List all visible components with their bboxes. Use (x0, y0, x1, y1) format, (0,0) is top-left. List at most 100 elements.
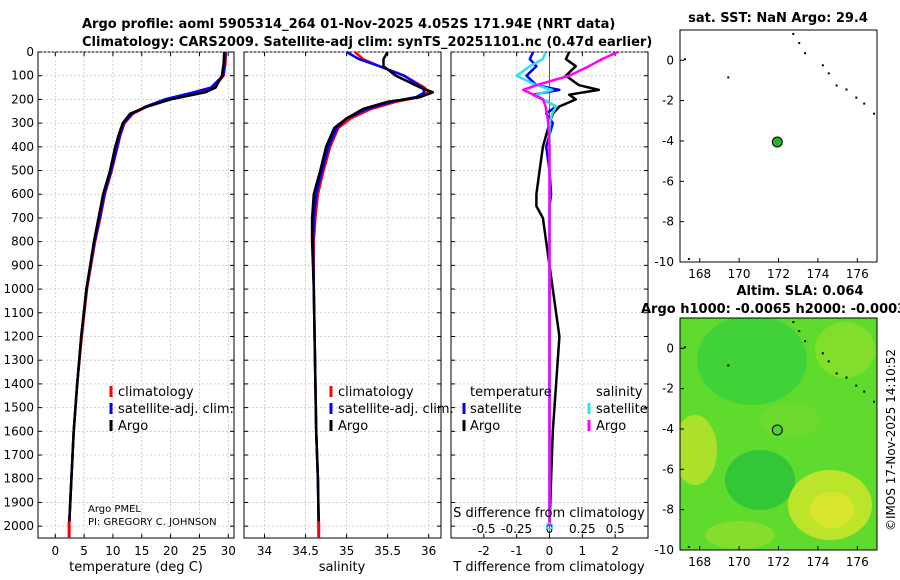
depth-tick-label: 300 (11, 116, 34, 130)
island-speck (845, 376, 848, 379)
map-x-tick-label: 172 (767, 555, 790, 569)
tick-layer: 0100200300400500600700800900100011001200… (3, 45, 648, 558)
depth-tick-label: 600 (11, 187, 34, 201)
island-speck (863, 102, 866, 105)
map-y-tick-label: -4 (662, 422, 674, 436)
temperature-xlabel: temperature (deg C) (69, 560, 203, 575)
sla-blob-mid (760, 402, 820, 438)
sla-blob-high-sw (680, 415, 717, 485)
argo-float-position-marker (771, 136, 783, 148)
map-y-tick-label: -6 (662, 462, 674, 476)
depth-tick-label: 100 (11, 69, 34, 83)
island-speck (727, 364, 730, 367)
x-tick-label: 15 (134, 544, 149, 558)
depth-tick-label: 1600 (3, 424, 34, 438)
depth-tick-label: 500 (11, 164, 34, 178)
depth-tick-label: 700 (11, 211, 34, 225)
argo-float-position-marker (771, 424, 783, 436)
map-x-tick-label: 174 (806, 267, 829, 281)
island-speck (821, 64, 824, 67)
island-speck (845, 88, 848, 91)
island-speck (821, 352, 824, 355)
salinity-panel-frame (243, 51, 442, 539)
x-tick-label: 30 (221, 544, 236, 558)
temperature-panel-frame (37, 51, 235, 539)
map-x-tick-label: 170 (728, 555, 751, 569)
imos-timestamp: ©IMOS 17-Nov-2025 14:10:52 (884, 349, 898, 531)
series-argo (310, 51, 435, 527)
x-tick-label: 34 (257, 544, 272, 558)
sla-map-title: Altim. SLA: 0.064 (737, 284, 864, 299)
t-diff-xlabel: T difference from climatology (452, 560, 645, 575)
island-speck (804, 52, 807, 55)
depth-tick-label: 900 (11, 258, 34, 272)
figure-title-line1: Argo profile: aoml 5905314_264 01-Nov-20… (82, 17, 615, 32)
island-speck (804, 340, 807, 343)
island-speck (873, 400, 876, 403)
map-x-tick-label: 170 (728, 267, 751, 281)
s-diff-tick-label: 0.5 (606, 522, 625, 536)
legend-label-argo: Argo (338, 419, 368, 434)
figure-title-line2: Climatology: CARS2009. Satellite-adj cli… (82, 35, 652, 50)
series-t-argo (535, 51, 601, 527)
legend-label-satellite-adj: satellite-adj. clim. (338, 402, 454, 417)
depth-tick-label: 1500 (3, 401, 34, 415)
island-speck (863, 390, 866, 393)
island-speck (687, 545, 690, 548)
sla-blob-high-se-core (810, 492, 854, 528)
difference-legend: temperature salinity satellite Argo sate… (462, 385, 648, 434)
map-y-tick-label: -10 (654, 543, 674, 557)
legend-header-salinity: salinity (596, 385, 643, 400)
series-s-argo (521, 50, 619, 527)
depth-tick-label: 1200 (3, 329, 34, 343)
depth-tick-label: 1900 (3, 495, 34, 509)
legend-label-s-satellite: satellite (596, 402, 648, 417)
map-y-tick-label: -8 (662, 215, 674, 229)
x-tick-label: 2 (611, 544, 619, 558)
island-speck (792, 321, 795, 324)
map-y-tick-label: -4 (662, 134, 674, 148)
sla-blob-low-north (697, 318, 807, 405)
x-tick-label: -2 (478, 544, 490, 558)
island-speck (835, 84, 838, 87)
depth-tick-label: 400 (11, 140, 34, 154)
map-x-tick-label: 172 (767, 267, 790, 281)
island-speck (683, 58, 686, 61)
island-speck (683, 346, 686, 349)
depth-tick-label: 1300 (3, 353, 34, 367)
sla-blob-high-ne (815, 322, 875, 378)
x-tick-label: 34.5 (292, 544, 319, 558)
depth-tick-label: 1100 (3, 306, 34, 320)
depth-tick-label: 800 (11, 235, 34, 249)
island-speck (855, 384, 858, 387)
map-x-tick-label: 176 (846, 267, 869, 281)
x-tick-label: 10 (105, 544, 120, 558)
map-x-tick-label: 168 (688, 267, 711, 281)
grid-layer (38, 51, 648, 538)
s-diff-tick-label: 0.25 (569, 522, 596, 536)
island-speck (798, 330, 801, 333)
depth-tick-label: 200 (11, 92, 34, 106)
legend-label-s-argo: Argo (596, 419, 626, 434)
legend-label-t-satellite: satellite (470, 402, 522, 417)
legend-label-t-argo: Argo (470, 419, 500, 434)
map-y-tick-label: -8 (662, 503, 674, 517)
sla-blob-south (705, 521, 775, 549)
depth-tick-label: 1700 (3, 448, 34, 462)
map-y-tick-label: -2 (662, 382, 674, 396)
sla-map-subtitle: Argo h1000: -0.0065 h2000: -0.0003 (641, 302, 900, 317)
s-diff-tick-label: -0.25 (501, 522, 532, 536)
x-tick-label: 20 (163, 544, 178, 558)
salinity-xlabel: salinity (319, 560, 366, 575)
series-layer (67, 50, 619, 538)
credit-line2: PI: GREGORY C. JOHNSON (88, 517, 217, 528)
x-tick-label: 25 (192, 544, 207, 558)
island-speck (873, 112, 876, 115)
island-speck (835, 372, 838, 375)
x-tick-label: -1 (511, 544, 523, 558)
island-speck (687, 257, 690, 260)
sst-map-title: sat. SST: NaN Argo: 29.4 (688, 11, 868, 26)
map-x-tick-label: 174 (806, 555, 829, 569)
island-speck (792, 33, 795, 36)
